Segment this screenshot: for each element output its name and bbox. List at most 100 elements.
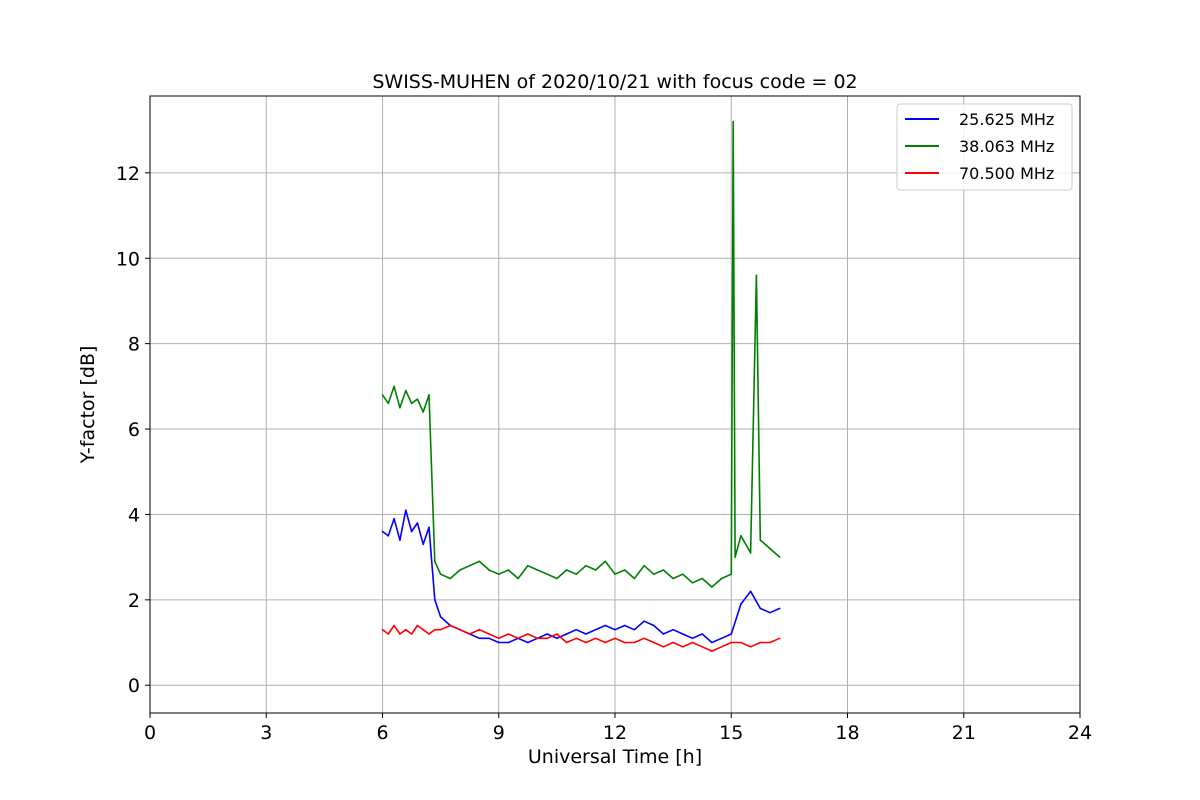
data-point — [393, 624, 395, 627]
data-point — [381, 530, 384, 533]
data-point — [691, 641, 694, 644]
data-point — [732, 120, 734, 123]
data-point — [556, 633, 558, 635]
data-point — [393, 517, 395, 520]
y-tick-label: 0 — [128, 675, 140, 697]
data-point — [527, 633, 529, 635]
data-point — [507, 641, 510, 644]
data-point — [614, 573, 616, 575]
data-point — [498, 573, 500, 575]
series-layer — [381, 120, 781, 652]
data-point — [410, 402, 413, 405]
data-point — [478, 637, 481, 640]
data-point — [594, 637, 597, 640]
data-point — [778, 607, 781, 610]
data-point — [720, 646, 723, 648]
data-point — [643, 620, 645, 622]
x-tick-label: 12 — [603, 722, 627, 744]
data-point — [701, 577, 703, 580]
x-tick-label: 9 — [493, 722, 505, 744]
data-point — [536, 637, 539, 640]
data-point — [422, 628, 425, 631]
data-point — [527, 564, 529, 567]
data-point — [410, 633, 413, 635]
data-point — [662, 569, 665, 571]
data-point — [778, 637, 781, 640]
data-point — [439, 628, 442, 631]
data-point — [488, 569, 490, 571]
y-tick-label: 10 — [116, 248, 140, 270]
data-point — [633, 577, 636, 580]
data-point — [488, 637, 490, 640]
data-point — [633, 641, 636, 644]
data-point — [682, 646, 684, 648]
data-point — [399, 539, 401, 541]
data-point — [459, 628, 461, 631]
legend-label-70-500: 70.500 MHz — [959, 164, 1054, 183]
data-point — [468, 564, 471, 567]
data-point — [711, 586, 713, 588]
x-tick-label: 6 — [376, 722, 388, 744]
data-point — [536, 569, 539, 571]
data-point — [730, 573, 733, 575]
data-point — [507, 569, 510, 571]
series-line-70-500-mhz — [382, 624, 781, 652]
data-point — [439, 616, 442, 618]
data-point — [594, 569, 597, 571]
x-tick-label: 18 — [835, 722, 859, 744]
x-tick-label: 0 — [144, 722, 156, 744]
data-point — [691, 637, 694, 640]
data-point — [623, 641, 626, 644]
data-point — [623, 624, 626, 627]
data-point — [623, 569, 626, 571]
data-point — [546, 637, 548, 640]
data-point — [565, 641, 568, 644]
y-tick-label: 6 — [128, 419, 140, 441]
data-point — [740, 641, 742, 644]
data-point — [662, 646, 665, 648]
data-point — [439, 573, 442, 575]
legend-label-38-063: 38.063 MHz — [959, 137, 1054, 156]
data-point — [730, 641, 733, 644]
data-point — [556, 577, 558, 580]
data-point — [682, 573, 684, 575]
data-point — [749, 552, 752, 554]
data-point — [614, 637, 616, 640]
data-point — [405, 509, 407, 512]
data-point — [405, 389, 407, 392]
data-point — [422, 543, 425, 546]
data-point — [387, 402, 390, 405]
data-point — [614, 628, 616, 631]
data-point — [769, 641, 771, 644]
data-point — [604, 560, 607, 563]
data-point — [643, 637, 645, 640]
x-tick-label: 24 — [1068, 722, 1092, 744]
x-tick-label: 15 — [719, 722, 743, 744]
legend-box — [896, 103, 1073, 191]
data-point — [585, 564, 587, 567]
data-point — [517, 637, 519, 640]
data-point — [565, 569, 568, 571]
data-point — [575, 573, 578, 575]
data-point — [428, 633, 430, 635]
data-point — [759, 607, 762, 610]
y-tick-label: 12 — [116, 163, 140, 185]
data-point — [691, 582, 694, 584]
data-point — [527, 641, 529, 644]
y-tick-label: 2 — [128, 590, 140, 612]
data-point — [643, 564, 645, 567]
data-point — [701, 646, 703, 648]
data-point — [517, 577, 519, 580]
x-axis-label: Universal Time [h] — [528, 746, 702, 768]
data-point — [422, 411, 425, 413]
data-point — [478, 560, 481, 563]
data-point — [575, 637, 578, 640]
data-point — [434, 628, 436, 631]
data-point — [594, 628, 597, 631]
data-point — [755, 274, 758, 277]
data-point — [585, 633, 587, 635]
data-point — [604, 641, 607, 644]
data-point — [759, 539, 762, 541]
legend-label-25-625: 25.625 MHz — [959, 110, 1054, 129]
